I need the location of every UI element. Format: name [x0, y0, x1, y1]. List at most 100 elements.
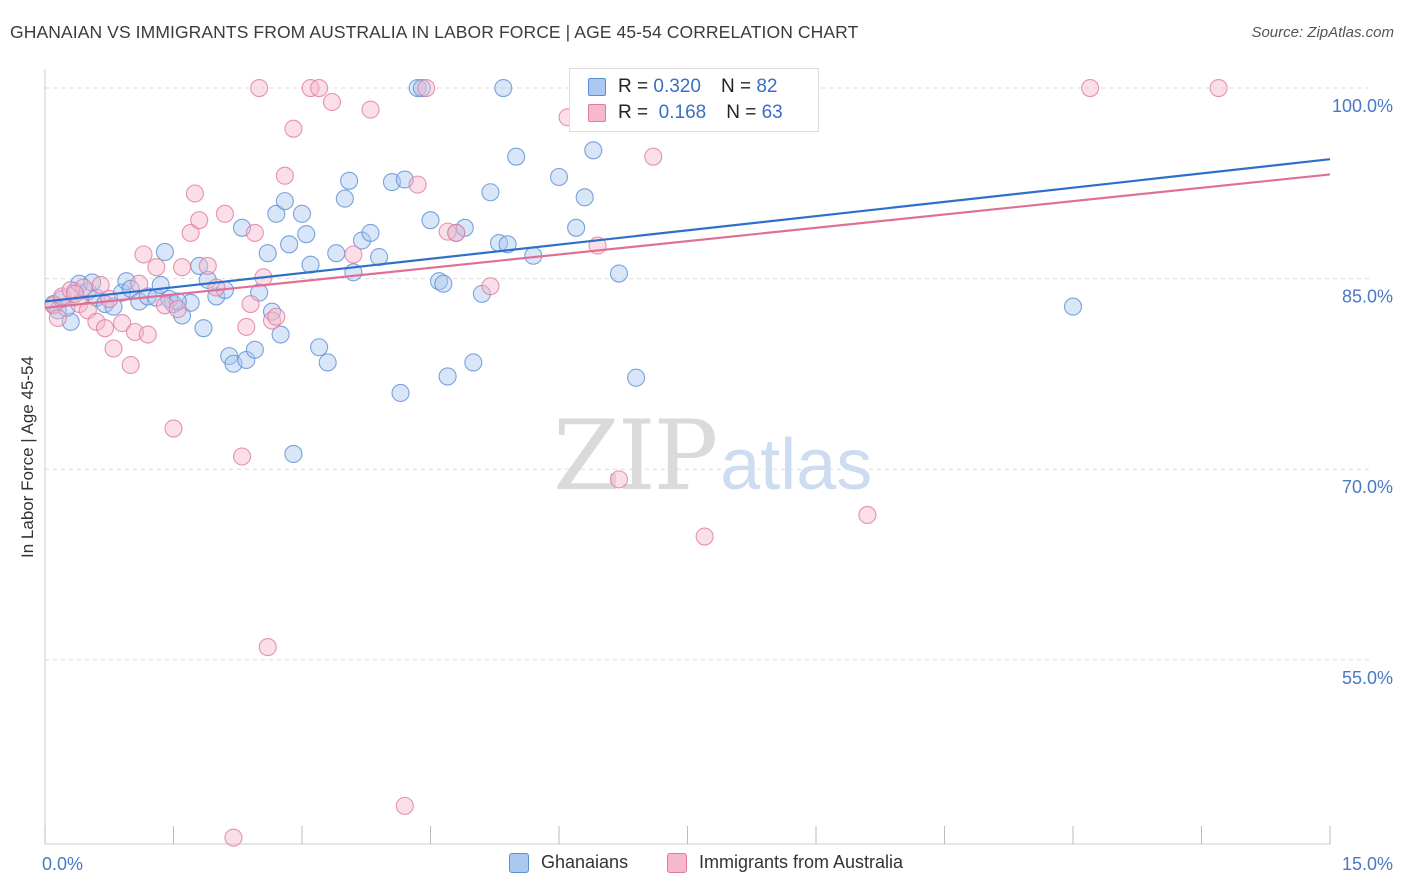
australia-point [198, 256, 217, 275]
legend-item-ghanaians: Ghanaians [509, 852, 628, 873]
y-axis-label: In Labor Force | Age 45-54 [18, 356, 37, 558]
australia-point [241, 294, 260, 314]
australia-point [1081, 79, 1100, 98]
australia-point [104, 339, 123, 358]
australia-point [232, 447, 252, 466]
ghanaian-point [327, 244, 346, 263]
ghanaian-point [549, 167, 569, 187]
r-value: 0.320 [653, 76, 701, 97]
ghanaian-point [340, 171, 359, 190]
ghanaian-point [434, 274, 453, 293]
legend-item-australia: Immigrants from Australia [667, 852, 903, 873]
australia-point [395, 796, 414, 815]
legend-label: Ghanaians [541, 852, 629, 872]
y-tick-label: 55.0% [1342, 668, 1393, 688]
ghanaian-point [318, 353, 337, 372]
grid-lines [45, 87, 1370, 661]
legend-row-ghanaians: R = 0.320 N = 82 [588, 75, 777, 99]
trend-lines [44, 158, 1331, 309]
ghanaian-point [421, 211, 440, 230]
australia-point [91, 275, 110, 295]
ghanaian-point [584, 141, 603, 160]
australia-point [215, 204, 234, 223]
x-tick-label: 15.0% [1342, 854, 1393, 874]
ghanaian-point [494, 79, 513, 98]
australia-point [858, 505, 877, 524]
n-label: N = [720, 76, 752, 97]
australia-point [284, 119, 303, 138]
australia-point [310, 79, 329, 98]
australia-point [130, 274, 149, 293]
legend-label: Immigrants from Australia [699, 852, 904, 872]
australia-point [190, 211, 209, 230]
ghanaian-point [361, 223, 380, 242]
australia-point [95, 319, 115, 338]
ghanaian-point [438, 367, 457, 386]
ghanaian-point [155, 242, 174, 262]
data-points [44, 79, 1228, 847]
australia-point [609, 470, 629, 489]
ghanaian-point [464, 353, 483, 372]
pink-swatch [667, 852, 687, 873]
ghanaian-point [258, 244, 277, 263]
ghanaian-point [575, 188, 594, 207]
ghanaian-point [627, 368, 646, 387]
ghanaian-point [280, 235, 299, 254]
australia-point [408, 175, 427, 194]
australia-point [113, 314, 132, 333]
australia-point [173, 258, 192, 277]
australia-point [250, 79, 269, 98]
australia-point [121, 355, 140, 375]
australia-point [361, 100, 380, 119]
australia-point [181, 223, 200, 242]
y-tick-label: 70.0% [1342, 477, 1393, 497]
ghanaian-point [292, 204, 312, 223]
australia-point [644, 147, 663, 166]
australia-point [258, 638, 277, 657]
ghanaian-point [1063, 297, 1083, 316]
ghanaian-point [498, 235, 517, 254]
australia-point [1209, 79, 1228, 98]
ghanaian-point [271, 325, 290, 344]
y-tick-label: 85.0% [1342, 287, 1393, 307]
r-label: R = [618, 76, 649, 97]
australia-point [245, 223, 264, 242]
pink-swatch [588, 104, 606, 122]
australia-point [447, 223, 466, 242]
ghanaian-point [567, 218, 586, 237]
source-label: Source: ZipAtlas.com [1251, 24, 1394, 41]
ghanaian-point [245, 340, 264, 359]
ghanaian-point [297, 225, 316, 244]
r-label: R = [618, 102, 649, 123]
ghanaian-point [455, 218, 474, 237]
australia-point [168, 300, 187, 319]
australia-point [275, 166, 294, 185]
x-tick-label: 0.0% [42, 854, 83, 874]
australia-point [185, 184, 204, 203]
ghanaian-point [412, 79, 431, 98]
y-tick-label: 100.0% [1332, 96, 1393, 116]
blue-swatch [588, 78, 606, 96]
ghanaian-point [267, 204, 286, 223]
r-value: 0.168 [658, 102, 707, 123]
australia-point [134, 245, 153, 264]
ghanaian-point [284, 444, 303, 464]
n-value: 82 [756, 76, 778, 97]
ghanaian-point [481, 183, 500, 202]
series-legend: Ghanaians Immigrants from Australia [0, 852, 1406, 878]
australia-point [224, 828, 243, 847]
ghanaian-point [310, 338, 329, 357]
n-label: N = [726, 102, 757, 123]
ghanaian-point [335, 189, 354, 208]
australia-point [344, 245, 363, 264]
ghanaian-trend-line [44, 158, 1331, 303]
axes [44, 69, 1331, 845]
ghanaian-point [391, 383, 410, 403]
australia-point [147, 258, 166, 277]
australia-point [164, 419, 183, 438]
correlation-legend: R = 0.320 N = 82 R = 0.168 N = 63 [569, 68, 819, 132]
blue-swatch [509, 852, 529, 873]
legend-row-australia: R = 0.168 N = 63 [588, 101, 783, 125]
n-value: 63 [761, 102, 783, 123]
